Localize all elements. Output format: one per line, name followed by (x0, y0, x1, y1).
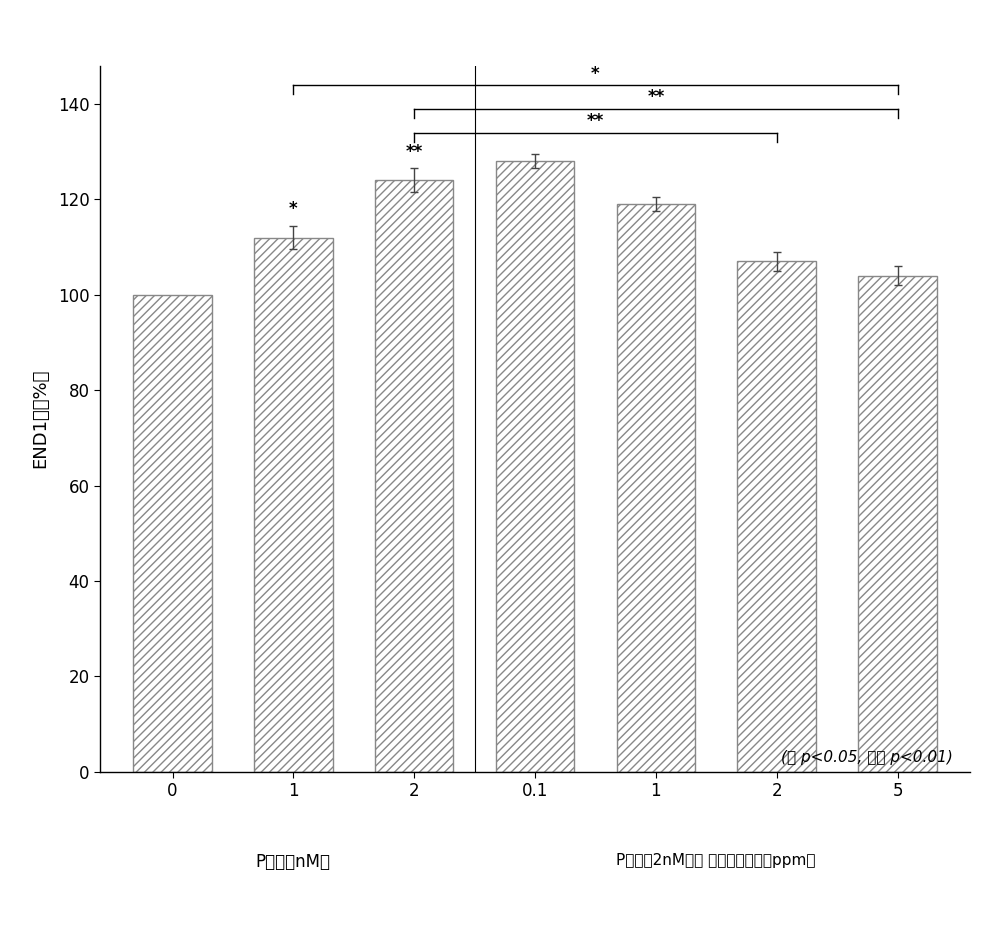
Bar (375, 181, 453, 772)
Text: **: ** (647, 88, 664, 106)
Text: *: * (591, 65, 600, 83)
Text: P物质（nM）: P物质（nM） (256, 853, 331, 870)
Y-axis label: END1量（%）: END1量（%） (31, 369, 50, 469)
Text: (＊ p<0.05, ＊＊ p<0.01): (＊ p<0.05, ＊＊ p<0.01) (781, 750, 953, 764)
Bar (254, 237, 333, 772)
Text: **: ** (406, 143, 423, 161)
Text: **: ** (587, 112, 604, 130)
Bar (737, 262, 816, 772)
Bar (858, 276, 937, 772)
Bar (617, 204, 695, 772)
Bar (133, 295, 212, 772)
Text: *: * (289, 200, 298, 218)
Bar (496, 161, 574, 772)
Text: P物质（2nM）＋ 高山蒿提取物（ppm）: P物质（2nM）＋ 高山蒿提取物（ppm） (616, 853, 816, 868)
